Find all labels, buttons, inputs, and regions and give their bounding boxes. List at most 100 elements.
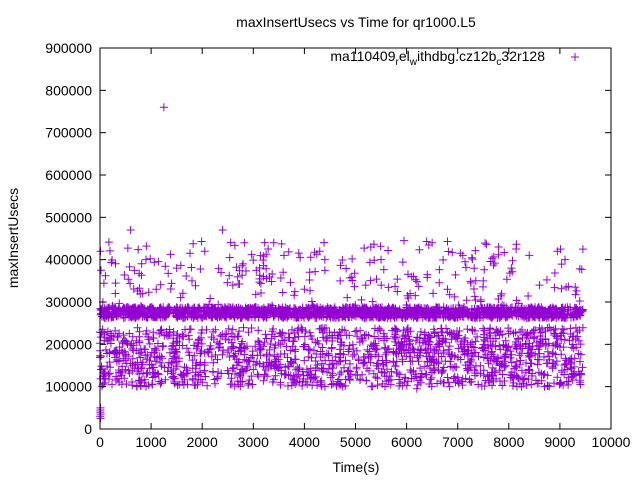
data-point: [187, 263, 196, 272]
data-point: [214, 264, 223, 273]
data-point: [377, 255, 386, 264]
data-point: [435, 310, 444, 319]
data-point: [244, 357, 253, 366]
data-point: [277, 366, 286, 375]
data-point: [298, 381, 307, 390]
data-point: [556, 378, 565, 387]
data-point: [360, 244, 369, 253]
data-point: [443, 237, 452, 246]
data-point: [540, 352, 549, 361]
data-point: [117, 380, 126, 389]
y-tick-label: 300000: [45, 294, 92, 310]
data-point: [513, 305, 522, 314]
data-point: [218, 226, 227, 235]
data-point: [164, 269, 173, 278]
data-point: [508, 256, 517, 265]
data-point: [118, 367, 127, 376]
data-point: [311, 363, 320, 372]
data-point: [557, 260, 566, 269]
data-point: [412, 384, 421, 393]
data-point: [507, 358, 516, 367]
data-point: [487, 350, 496, 359]
data-point: [463, 340, 472, 349]
data-point: [269, 324, 278, 333]
data-point: [207, 352, 216, 361]
data-point: [178, 371, 187, 380]
x-tick-label: 5000: [340, 434, 371, 450]
data-point: [561, 255, 570, 264]
data-point: [374, 313, 383, 322]
data-point: [115, 299, 124, 308]
data-point: [443, 285, 452, 294]
data-point: [163, 367, 172, 376]
data-point: [169, 354, 178, 363]
data-point: [344, 347, 353, 356]
data-point: [176, 293, 185, 302]
data-point: [228, 309, 237, 318]
data-point: [161, 262, 170, 271]
data-point: [496, 291, 505, 300]
data-point: [485, 372, 494, 381]
data-point: [190, 312, 199, 321]
data-point: [568, 369, 577, 378]
data-point: [126, 226, 135, 235]
data-point: [278, 288, 287, 297]
data-point: [161, 313, 170, 322]
data-point: [154, 257, 163, 266]
data-point: [205, 300, 214, 309]
data-point: [226, 238, 235, 247]
data-point: [409, 313, 418, 322]
data-point: [489, 261, 498, 270]
data-point: [522, 304, 531, 313]
data-point: [305, 268, 314, 277]
data-point: [349, 310, 358, 319]
data-point: [398, 341, 407, 350]
data-point: [201, 372, 210, 381]
data-point: [235, 343, 244, 352]
data-point: [408, 344, 417, 353]
data-point: [495, 341, 504, 350]
data-point: [147, 360, 156, 369]
data-point: [264, 245, 273, 254]
data-point: [268, 327, 277, 336]
data-point: [403, 270, 412, 279]
data-point: [157, 325, 166, 334]
data-point: [111, 259, 120, 268]
data-point: [578, 305, 587, 314]
data-point: [259, 272, 268, 281]
data-point: [460, 347, 469, 356]
data-point: [168, 342, 177, 351]
data-point: [428, 238, 437, 247]
data-point: [364, 331, 373, 340]
data-point: [283, 381, 292, 390]
data-point: [319, 310, 328, 319]
data-point: [561, 354, 570, 363]
data-point: [227, 329, 236, 338]
data-point: [327, 343, 336, 352]
data-point: [158, 354, 167, 363]
data-point: [306, 286, 315, 295]
data-point: [480, 307, 489, 316]
data-point: [372, 307, 381, 316]
data-point: [400, 334, 409, 343]
data-point: [442, 304, 451, 313]
data-point: [296, 253, 305, 262]
data-point: [136, 353, 145, 362]
data-point: [480, 335, 489, 344]
data-point: [575, 307, 584, 316]
y-tick-label: 100000: [45, 379, 92, 395]
data-point: [149, 334, 158, 343]
data-point: [479, 353, 488, 362]
data-point: [427, 306, 436, 315]
data-point: [511, 328, 520, 337]
data-point: [373, 374, 382, 383]
data-point: [432, 342, 441, 351]
data-point: [206, 294, 215, 303]
data-point: [471, 337, 480, 346]
data-point: [184, 348, 193, 357]
data-point: [283, 353, 292, 362]
data-point: [474, 352, 483, 361]
data-point: [259, 362, 268, 371]
data-point: [381, 350, 390, 359]
data-point: [365, 258, 374, 267]
